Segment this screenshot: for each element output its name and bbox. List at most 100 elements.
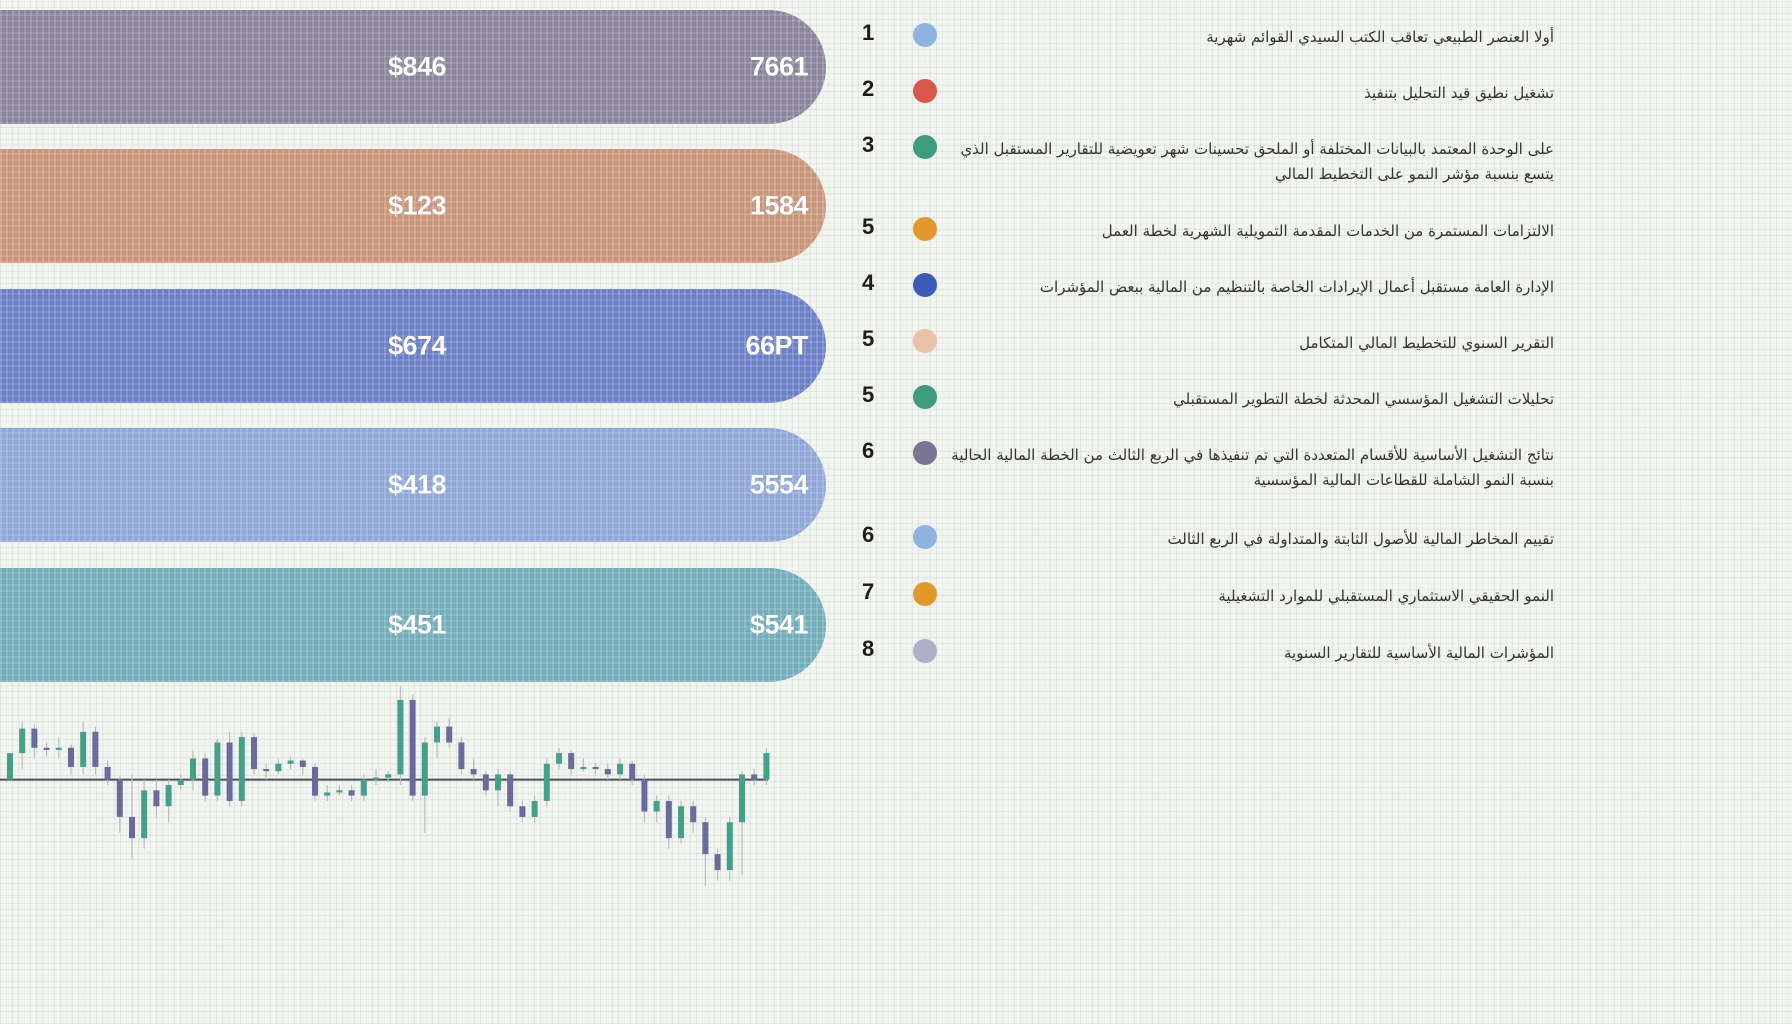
bar-value-right: 7661 (749, 51, 809, 82)
bar-row: $451 $541 (0, 568, 826, 682)
legend-number: 5 (862, 326, 875, 351)
candle-body (116, 779, 123, 817)
legend-text: نتائج التشغيل الأساسية للأقسام المتعددة … (951, 446, 1554, 489)
candle (275, 758, 282, 775)
candle (7, 753, 13, 780)
candle (299, 758, 306, 775)
legend-color-dot (913, 385, 937, 409)
candle-body (653, 800, 660, 812)
candle (580, 758, 587, 772)
candle-body (726, 822, 733, 871)
candle-body (214, 742, 221, 796)
candle-body (275, 763, 282, 772)
legend-number: 1 (862, 20, 875, 45)
legend-text: النمو الحقيقي الاستثماري المستقبلي للموا… (1218, 587, 1554, 605)
legend-number: 6 (862, 522, 875, 547)
legend-text: المؤشرات المالية الأساسية للتقارير السنو… (1283, 644, 1554, 662)
legend-text: على الوحدة المعتمد بالبيانات المختلفة أو… (960, 140, 1554, 183)
candle-body (421, 742, 428, 796)
candle (263, 763, 270, 780)
candle-body (763, 753, 770, 780)
legend-number: 6 (862, 438, 875, 463)
bar-value-left: $451 (388, 609, 447, 640)
candle (421, 737, 428, 833)
bar-row: $123 1584 (0, 149, 826, 263)
candle-body (592, 766, 599, 770)
candle-body (312, 766, 318, 796)
candle-body (165, 785, 172, 807)
candle-body (690, 806, 697, 823)
candle (214, 739, 221, 801)
candle-body (299, 760, 306, 767)
candle (458, 737, 465, 775)
legend-text: الالتزامات المستمرة من الخدمات المقدمة ا… (1101, 222, 1554, 240)
candle-body (702, 822, 709, 855)
candle-body (568, 753, 575, 770)
candle-body (543, 763, 550, 801)
candle (617, 758, 623, 780)
candle (446, 718, 453, 748)
bar-row: $418 5554 (0, 428, 826, 542)
candle-body (641, 779, 648, 812)
candle-body (190, 758, 196, 780)
candle (19, 721, 26, 770)
candle (629, 760, 636, 785)
candle (202, 753, 209, 801)
candle (129, 774, 135, 860)
candle-body (360, 779, 367, 796)
candle (519, 800, 526, 823)
bar-value-right: 66PT (745, 330, 808, 361)
candle (360, 774, 367, 801)
candle (434, 721, 440, 759)
legend-color-dot (913, 217, 937, 241)
candle (43, 742, 50, 757)
legend-text: أولا العنصر الطبيعي تعاقب الكتب السيدي ا… (1206, 28, 1554, 46)
candle (653, 795, 660, 823)
legend-color-dot (913, 273, 937, 297)
candle (287, 756, 294, 770)
candle-body (153, 790, 160, 807)
candle (665, 795, 672, 849)
candle (104, 760, 111, 785)
candle (641, 774, 648, 823)
candle (568, 749, 575, 775)
candle-body (55, 747, 62, 750)
candle-body (177, 779, 184, 785)
bar-row: $674 66PT (0, 289, 826, 403)
candle-body (556, 753, 562, 764)
candle-body (251, 737, 257, 770)
candle (763, 747, 770, 785)
legend-color-dot (913, 525, 937, 549)
candle (373, 769, 379, 785)
candle-body (324, 792, 331, 796)
bar-value-left: $418 (388, 469, 447, 500)
candle-body (617, 763, 623, 775)
candle (531, 795, 538, 823)
candle-body (739, 774, 745, 823)
candle (226, 731, 233, 807)
candle (470, 758, 477, 780)
candle (116, 776, 123, 833)
candle-body (495, 774, 501, 791)
candle-body (92, 731, 99, 767)
candle-body (19, 728, 26, 754)
candle (726, 816, 733, 881)
candle-body (336, 790, 343, 793)
candle (604, 763, 611, 780)
candle (739, 771, 745, 876)
candle (482, 771, 489, 796)
candle (543, 758, 550, 807)
candle-body (751, 774, 758, 780)
candle-body (373, 777, 379, 780)
legend-color-dot (913, 79, 937, 103)
candle (153, 779, 160, 817)
bar-value-left: $846 (388, 51, 447, 82)
candle-body (580, 766, 587, 770)
legend-number: 5 (862, 382, 875, 407)
candle (702, 816, 709, 886)
candle-body (629, 763, 636, 780)
candle (751, 769, 758, 785)
candle-body (385, 774, 392, 778)
legend-text: الإدارة العامة مستقبل أعمال الإيرادات ال… (1039, 278, 1554, 296)
candle (385, 771, 392, 782)
